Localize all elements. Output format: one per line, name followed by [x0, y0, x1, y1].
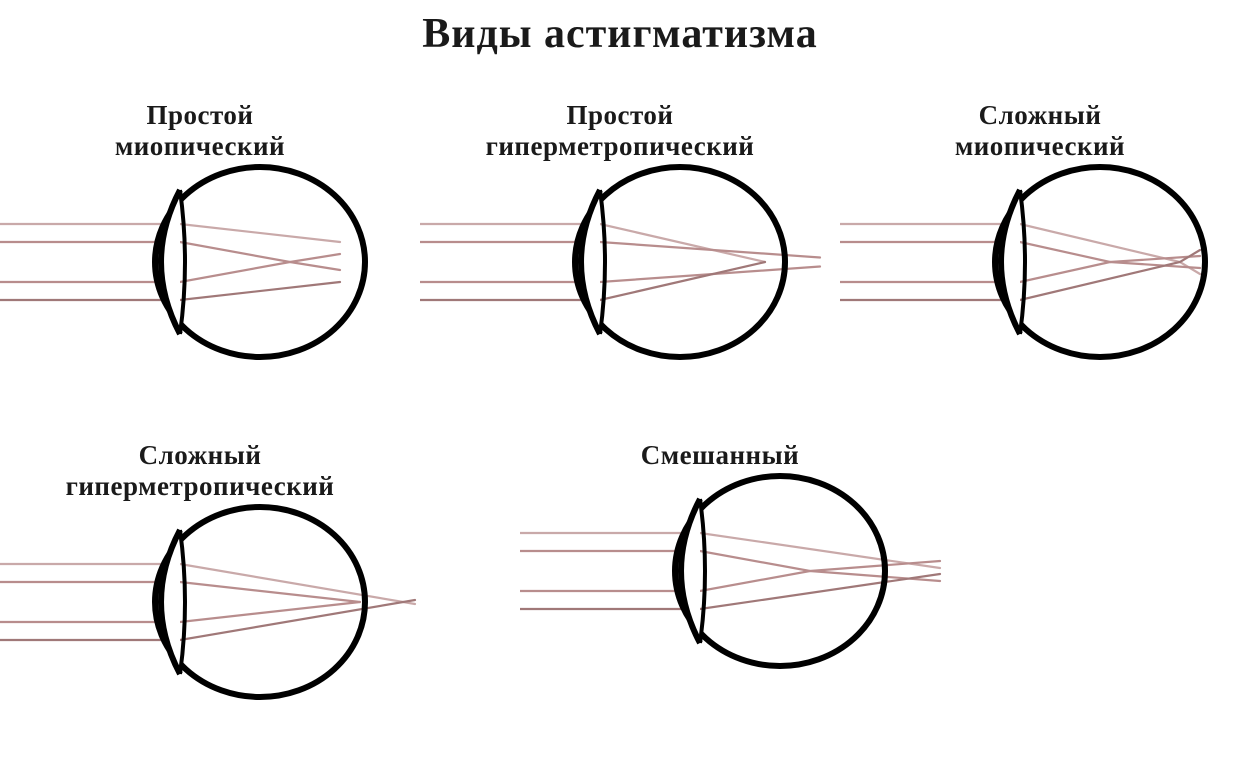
- panel-simple-myopic: Простой миопический: [0, 100, 400, 372]
- eye-diagram-simple-myopic: [0, 162, 430, 372]
- eye-diagram-mixed: [520, 471, 950, 681]
- panel-complex-hyper: Сложный гиперметропический: [0, 440, 400, 712]
- panel-label: Сложный гиперметропический: [0, 440, 400, 502]
- panel-simple-hyper: Простой гиперметропический: [420, 100, 820, 372]
- panel-label: Простой гиперметропический: [420, 100, 820, 162]
- diagram-page: Виды астигматизма Простой миопический Про…: [0, 0, 1240, 761]
- eye-diagram-complex-myopic: [840, 162, 1240, 372]
- eye-diagram-complex-hyper: [0, 502, 430, 712]
- panel-label: Смешанный: [520, 440, 920, 471]
- panel-label: Простой миопический: [0, 100, 400, 162]
- eye-diagram-simple-hyper: [420, 162, 850, 372]
- panel-mixed: Смешанный: [520, 440, 920, 681]
- panel-label: Сложный миопический: [840, 100, 1240, 162]
- main-title: Виды астигматизма: [0, 10, 1240, 58]
- panel-complex-myopic: Сложный миопический: [840, 100, 1240, 372]
